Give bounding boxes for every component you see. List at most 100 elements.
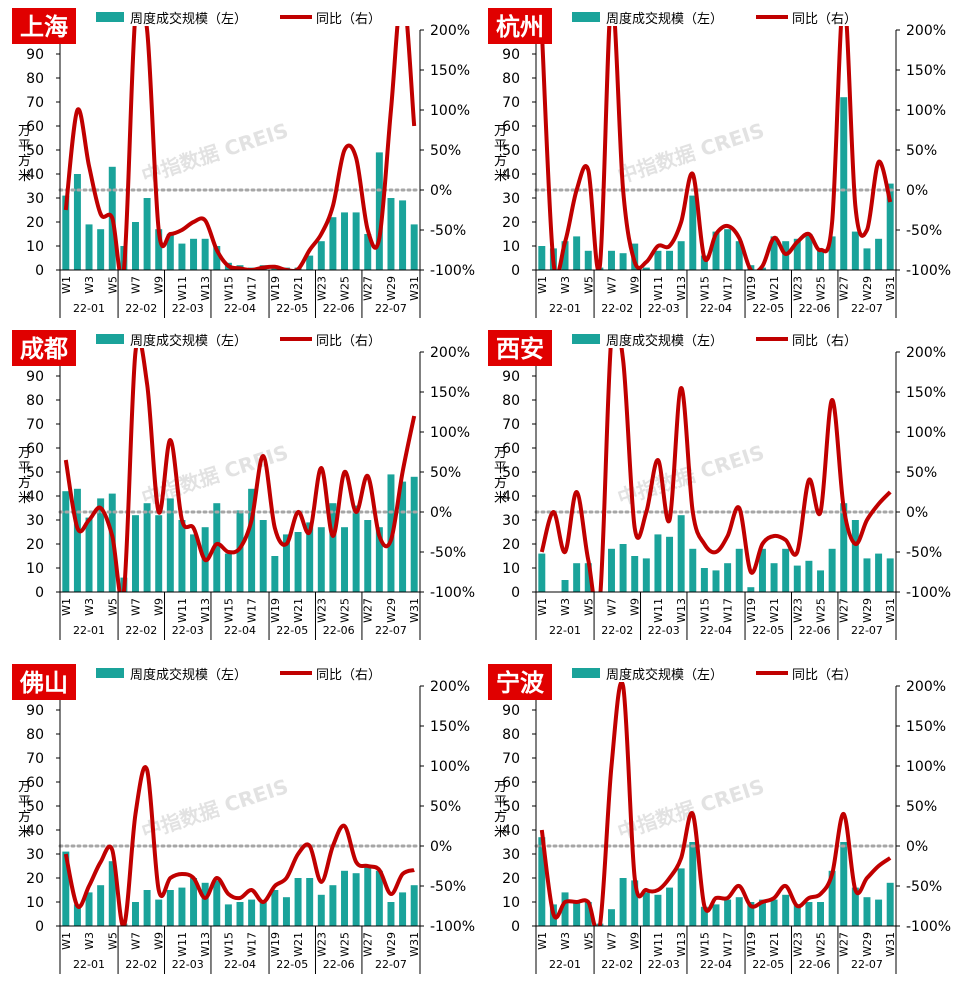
volume-bars	[62, 851, 418, 926]
right-axis-label: 150%	[906, 63, 946, 79]
week-tick-label: W19	[745, 932, 758, 957]
week-tick-label: W15	[698, 598, 711, 623]
week-tick-label: W21	[768, 932, 781, 957]
week-tick-label: W1	[536, 598, 549, 616]
right-axis-label: 100%	[906, 425, 946, 441]
week-tick-label: W5	[582, 932, 595, 950]
volume-bar	[584, 902, 592, 926]
right-axis-label: -100%	[906, 585, 951, 601]
volume-bar	[619, 253, 627, 270]
city-panel-4: 中指数据 CREIS0102030405060708090万平方米-100%-5…	[488, 330, 951, 640]
watermark-text: 中指数据 CREIS	[139, 774, 292, 844]
week-tick-label: W11	[652, 276, 665, 301]
left-axis-label: 70	[502, 95, 520, 111]
month-label: 22-01	[549, 624, 581, 637]
week-tick-label: W31	[884, 598, 897, 623]
volume-bar	[642, 892, 650, 926]
volume-bar	[236, 902, 244, 926]
month-label: 22-03	[648, 958, 680, 971]
volume-bar	[805, 234, 813, 270]
volume-bar	[828, 870, 836, 926]
left-axis-label: 20	[502, 537, 520, 553]
left-axis-label: 0	[511, 919, 520, 935]
city-title: 宁波	[496, 669, 545, 697]
week-tick-label: W27	[838, 598, 851, 623]
volume-bar	[201, 882, 209, 926]
volume-bar	[538, 837, 546, 926]
volume-bar	[248, 488, 256, 592]
volume-bar	[341, 870, 348, 926]
left-axis-label: 20	[26, 215, 44, 231]
right-axis-label: 50%	[430, 465, 461, 481]
month-label: 22-02	[601, 624, 633, 637]
legend-bar-swatch	[572, 12, 600, 22]
volume-bar	[62, 851, 70, 926]
month-label: 22-06	[323, 302, 355, 315]
city-panel-5: 中指数据 CREIS 0 10 20 30 40 50 60 70 80 90 万平方米 -100% -5…	[12, 664, 475, 974]
volume-bar	[700, 255, 708, 270]
right-axis-label: 0%	[430, 183, 452, 199]
volume-bar	[224, 553, 232, 592]
volume-bar	[97, 229, 105, 270]
right-axis-label: 150%	[430, 385, 470, 401]
left-axis-label: 50	[26, 799, 44, 815]
volume-bar	[201, 238, 209, 270]
week-tick-label: W23	[791, 932, 804, 957]
volume-bar	[886, 183, 894, 270]
month-label: 22-02	[125, 624, 157, 637]
week-tick-label: W29	[861, 598, 874, 623]
month-label: 22-07	[375, 958, 407, 971]
right-axis-label: 50%	[906, 143, 937, 159]
legend-bar-swatch	[96, 12, 124, 22]
right-axis-label: 100%	[430, 759, 470, 775]
city-title-box	[12, 330, 76, 366]
volume-bar	[248, 899, 256, 926]
month-label: 22-07	[851, 624, 883, 637]
volume-bar	[166, 890, 174, 926]
volume-bar	[700, 906, 708, 926]
week-tick-label: W5	[106, 276, 119, 294]
week-tick-label: W1	[536, 932, 549, 950]
city-title-box	[12, 664, 76, 700]
week-tick-label: W23	[315, 276, 328, 301]
week-tick-label: W21	[292, 276, 305, 301]
week-tick-label: W7	[605, 932, 618, 950]
volume-bar	[317, 527, 325, 592]
right-axis-label: -100%	[906, 919, 951, 935]
volume-bar	[155, 229, 163, 270]
left-axis-label: 90	[26, 703, 44, 719]
week-tick-label: W31	[408, 932, 421, 957]
volume-bar	[654, 250, 662, 270]
week-tick-label: W13	[675, 276, 688, 301]
volume-bar	[735, 548, 743, 592]
volume-bar	[352, 873, 360, 926]
volume-bar	[317, 241, 325, 270]
week-tick-label: W25	[339, 276, 352, 301]
month-label: 22-05	[276, 958, 308, 971]
month-label: 22-04	[224, 302, 256, 315]
volume-bar	[863, 248, 871, 270]
volume-bar	[793, 904, 801, 926]
week-tick-label: W29	[385, 276, 398, 301]
volume-bar	[805, 902, 813, 926]
left-axis-label: 0	[511, 585, 520, 601]
volume-bar	[155, 899, 163, 926]
left-axis-label: 20	[26, 537, 44, 553]
volume-bar	[271, 556, 279, 592]
volume-bar	[178, 520, 186, 592]
volume-bars	[538, 503, 894, 592]
left-axis-label: 90	[26, 47, 44, 63]
week-tick-label: W21	[292, 598, 305, 623]
volume-bar	[306, 255, 314, 270]
volume-bar	[619, 878, 627, 926]
week-tick-label: W11	[176, 932, 189, 957]
volume-bar	[817, 250, 824, 270]
week-tick-label: W11	[176, 276, 189, 301]
volume-bar	[793, 238, 801, 270]
volume-bar	[666, 250, 674, 270]
volume-bar	[306, 522, 314, 592]
left-axis-label: 70	[502, 417, 520, 433]
left-axis-label: 10	[502, 561, 520, 577]
left-axis-label: 10	[26, 239, 44, 255]
volume-bar	[747, 902, 755, 926]
